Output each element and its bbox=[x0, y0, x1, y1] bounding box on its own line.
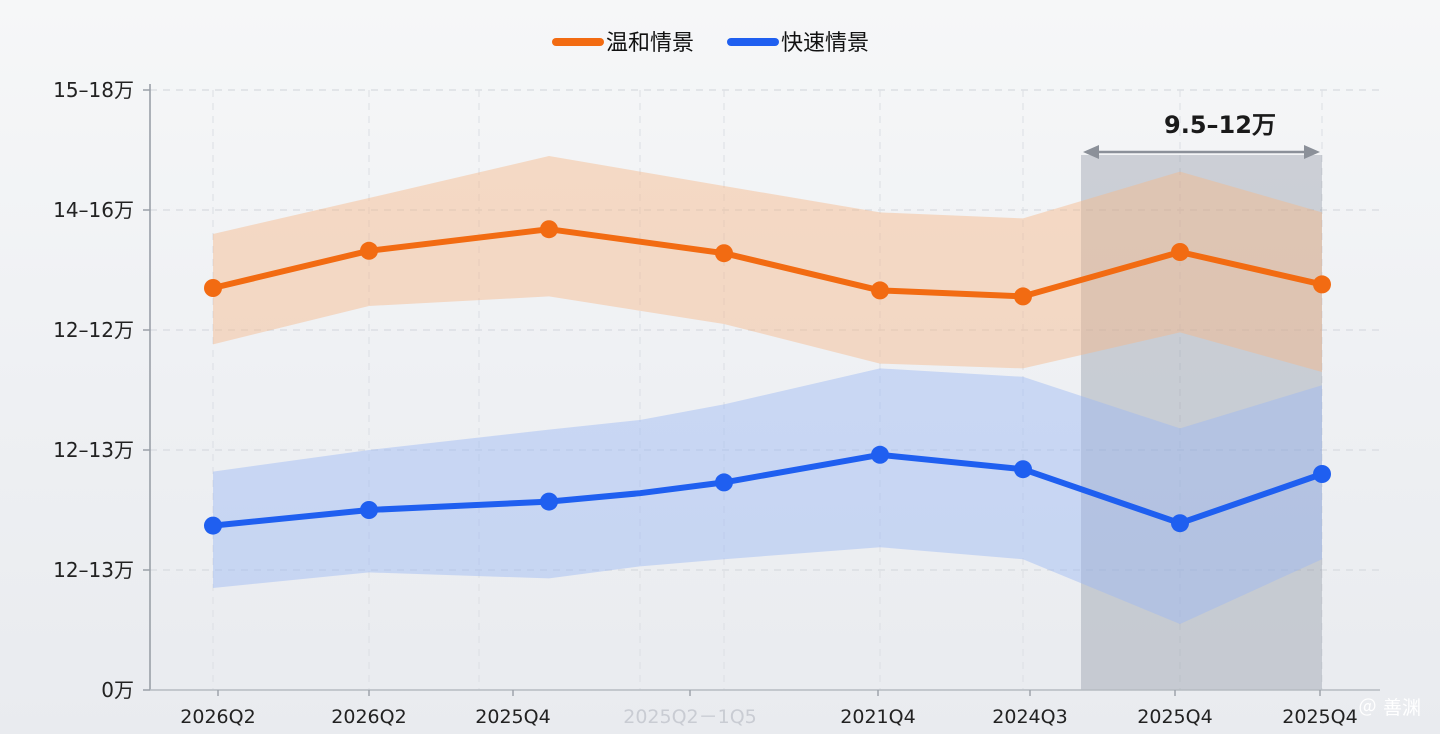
data-point-fast bbox=[1171, 514, 1189, 533]
y-tick-label: 12–13万 bbox=[53, 558, 134, 582]
annotation-arrow-head-left bbox=[1083, 145, 1099, 159]
annotation-arrow-head-right bbox=[1304, 145, 1320, 159]
legend-label-mild: 温和情景 bbox=[606, 31, 694, 56]
x-tick-label: 2025Q2－1Q5 bbox=[623, 706, 757, 728]
range-annotation: 9.5–12万 bbox=[1083, 111, 1320, 159]
data-points bbox=[204, 220, 1331, 535]
data-point-mild bbox=[715, 244, 733, 263]
watermark: ＠ 善渊 bbox=[1358, 697, 1421, 719]
band-fast bbox=[213, 368, 1322, 624]
annotation-label: 9.5–12万 bbox=[1164, 111, 1276, 139]
data-point-fast bbox=[540, 492, 558, 511]
x-tick-label: 2021Q4 bbox=[840, 706, 915, 728]
y-tick-label: 12–12万 bbox=[53, 318, 134, 342]
data-point-fast bbox=[715, 473, 733, 492]
highlight-rect bbox=[1081, 155, 1322, 690]
data-point-mild bbox=[360, 241, 378, 260]
x-tick-label: 2025Q4 bbox=[475, 706, 550, 728]
data-point-fast bbox=[871, 445, 889, 464]
grid bbox=[150, 89, 1380, 690]
x-tick-label: 2026Q2 bbox=[180, 706, 255, 728]
data-point-mild bbox=[871, 281, 889, 300]
y-tick-label: 12–13万 bbox=[53, 438, 134, 462]
y-tick-label: 15–18万 bbox=[53, 78, 134, 102]
legend: 温和情景 快速情景 bbox=[552, 31, 869, 56]
x-tick-label: 2026Q2 bbox=[331, 706, 406, 728]
axes: 0万 12–13万 12–13万 12–12万 14–16万 15–18万 2026Q2 20… bbox=[53, 78, 1380, 728]
data-point-fast bbox=[204, 516, 222, 535]
data-point-fast bbox=[1313, 465, 1331, 483]
legend-label-fast: 快速情景 bbox=[781, 31, 869, 56]
y-tick-label: 14–16万 bbox=[53, 198, 134, 222]
data-point-fast bbox=[1014, 460, 1032, 479]
y-tick-label: 0万 bbox=[101, 678, 134, 702]
data-point-fast bbox=[360, 501, 378, 519]
data-point-mild bbox=[540, 220, 558, 239]
x-tick-label: 2025Q4 bbox=[1137, 706, 1212, 728]
x-tick-label: 2024Q3 bbox=[992, 706, 1067, 728]
data-point-mild bbox=[1313, 275, 1331, 294]
data-point-mild bbox=[1014, 287, 1032, 306]
series-line-mild bbox=[210, 226, 1325, 300]
data-point-mild bbox=[1171, 243, 1189, 261]
x-tick-label: 2025Q4 bbox=[1282, 706, 1357, 728]
data-point-mild bbox=[204, 279, 222, 297]
highlight-region bbox=[1081, 155, 1322, 690]
